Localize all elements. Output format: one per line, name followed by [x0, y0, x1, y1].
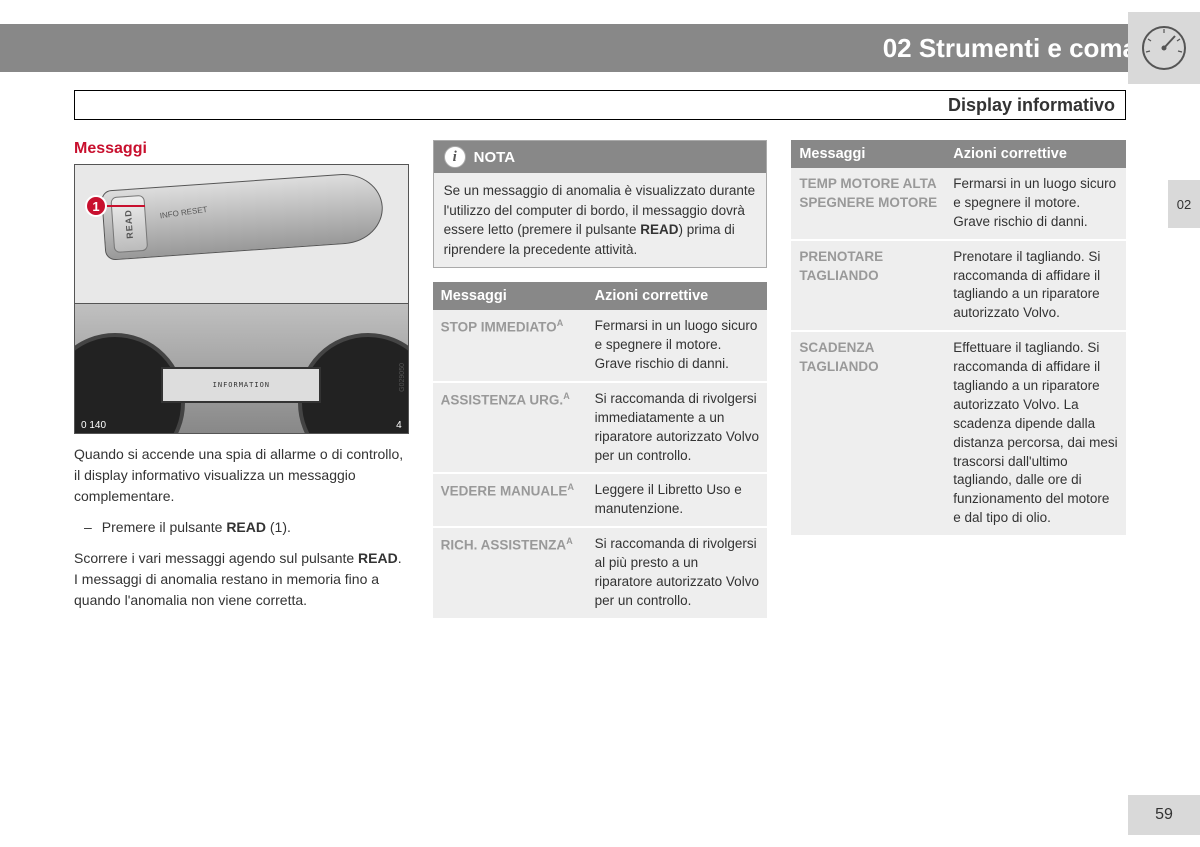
th-messaggi: Messaggi [433, 282, 587, 310]
cell-message: ASSISTENZA URG.A [433, 382, 587, 474]
table-row: PRENOTARE TAGLIANDOPrenotare il tagliand… [791, 240, 1126, 332]
cell-action: Prenotare il tagliando. Si racco­manda d… [945, 240, 1126, 332]
stalk-lever: READ INFO RESET [101, 171, 385, 260]
note-body: Se un messaggio di anomalia è visualizza… [434, 173, 767, 267]
th-messaggi-2: Messaggi [791, 140, 945, 168]
cell-action: Si raccomanda di rivolgersi immedia­tame… [587, 382, 768, 474]
table-row: ASSISTENZA URG.ASi raccomanda di rivolge… [433, 382, 768, 474]
table-row: TEMP MOTORE ALTA SPEGNERE MOTOREFermarsi… [791, 168, 1126, 240]
col1-text: Quando si accende una spia di allarme o … [74, 444, 409, 611]
para-1: Quando si accende una spia di allarme o … [74, 444, 409, 507]
column-2: i NOTA Se un messaggio di anomalia è vis… [433, 140, 768, 621]
figure-code: G029050 [399, 363, 406, 392]
table-row: RICH. ASSI­STENZAASi raccomanda di rivol… [433, 527, 768, 619]
bullet-text: Premere il pulsante READ (1). [102, 517, 291, 538]
lever-labels: INFO RESET [159, 205, 208, 221]
table-row: VEDERE MANUALEALeggere il Libretto Uso e… [433, 473, 768, 527]
side-tab: 02 [1168, 180, 1200, 228]
gauge-icon [1140, 24, 1188, 72]
cell-message: VEDERE MANUALEA [433, 473, 587, 527]
note-box: i NOTA Se un messaggio di anomalia è vis… [433, 140, 768, 268]
cell-message: SCADENZA TAGLIANDO [791, 331, 945, 536]
cell-action: Leggere il Libretto Uso e manuten­zione. [587, 473, 768, 527]
callout-line [105, 205, 145, 207]
read-button-graphic: READ [110, 195, 148, 253]
column-3: Messaggi Azioni correttive TEMP MOTORE A… [791, 140, 1126, 621]
bullet-1: – Premere il pulsante READ (1). [84, 517, 409, 538]
para-2: Scorrere i vari messaggi agendo sul puls… [74, 548, 409, 611]
info-icon: i [444, 146, 466, 168]
dashboard-graphic: INFORMATION 0 140 4 [75, 303, 408, 433]
cell-message: RICH. ASSI­STENZAA [433, 527, 587, 619]
cell-message: PRENOTARE TAGLIANDO [791, 240, 945, 332]
cell-action: Fermarsi in un luogo sicuro e spegnere i… [587, 310, 768, 382]
dash-num-right: 4 [396, 420, 402, 431]
figure-stalk-display: 1 READ INFO RESET INFORMATION 0 140 4 G0… [74, 164, 409, 434]
info-screen-graphic: INFORMATION [161, 367, 321, 403]
chapter-header: 02 Strumenti e comandi [0, 24, 1200, 72]
cell-action: Effettuare il tagliando. Si racco­manda … [945, 331, 1126, 536]
note-header: i NOTA [434, 141, 767, 173]
th-azioni: Azioni correttive [587, 282, 768, 310]
callout-1: 1 [85, 195, 107, 217]
note-title: NOTA [474, 149, 515, 166]
chapter-icon-box [1128, 12, 1200, 84]
cell-action: Fermarsi in un luogo sicuro e spegnere i… [945, 168, 1126, 240]
table-row: SCADENZA TAGLIANDOEffettuare il tagliand… [791, 331, 1126, 536]
messages-table-1: Messaggi Azioni correttive STOP IMME­DIA… [433, 282, 768, 620]
table-row: STOP IMME­DIATOAFermarsi in un luogo sic… [433, 310, 768, 382]
col1-heading: Messaggi [74, 140, 409, 158]
section-title-bar: Display informativo [74, 90, 1126, 120]
messages-table-2: Messaggi Azioni correttive TEMP MOTORE A… [791, 140, 1126, 537]
cell-action: Si raccomanda di rivolgersi al più pre­s… [587, 527, 768, 619]
column-1: Messaggi 1 READ INFO RESET INFORMATION 0… [74, 140, 409, 621]
page-number: 59 [1128, 795, 1200, 835]
section-title: Display informativo [948, 95, 1115, 116]
dash-num-left: 0 140 [81, 420, 106, 431]
manual-page: 02 Strumenti e comandi Display informati… [0, 0, 1200, 847]
th-azioni-2: Azioni correttive [945, 140, 1126, 168]
cell-message: STOP IMME­DIATOA [433, 310, 587, 382]
cell-message: TEMP MOTORE ALTA SPEGNERE MOTORE [791, 168, 945, 240]
content-area: Messaggi 1 READ INFO RESET INFORMATION 0… [74, 140, 1126, 621]
